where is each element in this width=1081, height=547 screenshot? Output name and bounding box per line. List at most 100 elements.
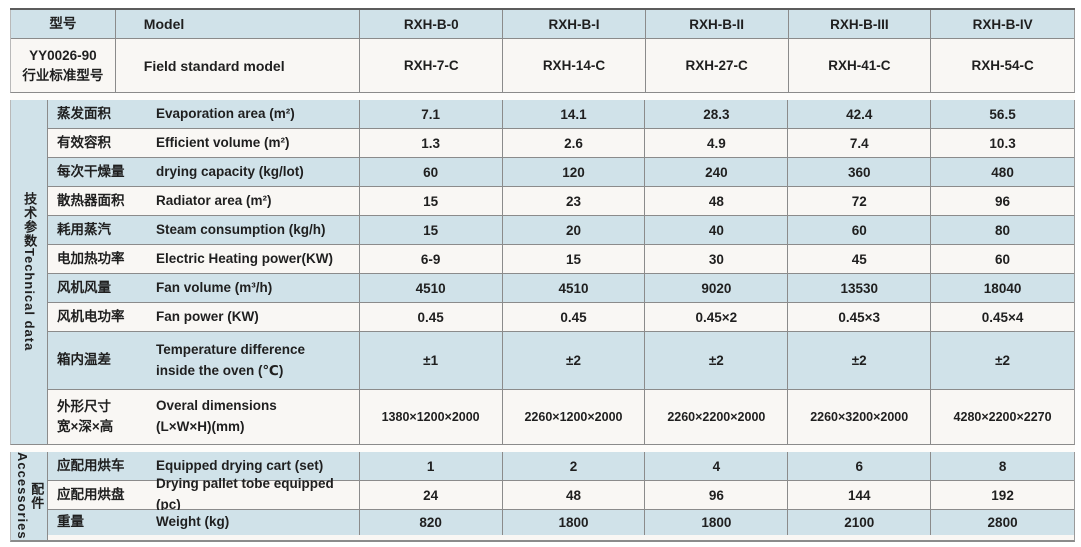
row-label-zh: 外形尺寸 宽×深×高 — [57, 398, 114, 434]
table-row: 应配用烘盘 Drying pallet tobe equipped (pc) 2… — [48, 476, 1074, 512]
row-label-en: Equipped drying cart (set) — [156, 457, 324, 473]
technical-data-rows: 蒸发面积 Evaporation area (m²) 7.1 14.1 28.3 42… — [48, 100, 1074, 444]
block-separator — [10, 445, 1075, 452]
row-label: 蒸发面积 Evaporation area (m²) — [48, 100, 360, 128]
cell-value: 144 — [788, 481, 932, 509]
cell-value: 1 — [360, 452, 503, 480]
cell-value: 48 — [503, 481, 646, 509]
cell-value: ±2 — [995, 353, 1011, 368]
cell-value: 28.3 — [645, 100, 789, 128]
cell-value: 4 — [645, 452, 789, 480]
accessories-section-label: 配件 Accessories — [11, 452, 48, 540]
cell-value: 60 — [360, 158, 503, 186]
cell-value: 20 — [503, 216, 646, 244]
cell-value: 40 — [645, 216, 789, 244]
table-header-block: 型号 Model RXH-B-0 RXH-B-I RXH-B-II RXH-B-… — [10, 10, 1075, 93]
row-label-zh: 散热器面积 — [57, 192, 125, 208]
cell-value: 2260×3200×2000 — [788, 390, 932, 444]
row-label: 箱内温差 Temperature difference inside the o… — [48, 332, 360, 389]
standard-model-name: RXH-7-C — [360, 39, 504, 92]
cell-value: 0.45×2 — [645, 303, 789, 331]
table-row: 耗用蒸汽 Steam consumption (kg/h) 15 20 40 60 80 — [48, 216, 1074, 245]
row-label: 有效容积 Efficient volume (m²) — [48, 129, 360, 157]
row-label-zh: 耗用蒸汽 — [57, 221, 111, 237]
table-row: 重量 Weight (kg) 820 1800 1800 2100 2800 — [48, 510, 1074, 535]
cell-value: ±1 — [360, 332, 503, 389]
table-row: 电加热功率 Electric Heating power(KW) 6-9 15 30… — [48, 245, 1074, 274]
cell-value: 480 — [991, 164, 1014, 180]
cell-value: 9020 — [645, 274, 789, 302]
table-row: 散热器面积 Radiator area (m²) 15 23 48 72 96 — [48, 187, 1074, 216]
cell-value: 60 — [788, 216, 932, 244]
cell-value: 18040 — [983, 280, 1022, 296]
block-separator — [10, 93, 1075, 100]
section-label-en: Technical data — [22, 248, 38, 352]
cell-value: 4510 — [360, 274, 503, 302]
cell-value: 2800 — [987, 515, 1018, 530]
cell-value: 240 — [645, 158, 789, 186]
cell-value: 15 — [360, 187, 503, 215]
cell-value: 4.9 — [645, 129, 789, 157]
model-name: RXH-B-I — [503, 10, 646, 38]
model-name: RXH-B-IV — [972, 16, 1033, 32]
row-label-en: Radiator area (m²) — [156, 192, 272, 208]
cell-value: 96 — [645, 481, 789, 509]
cell-value: 15 — [360, 216, 503, 244]
model-label-en: Model — [116, 10, 361, 38]
row-label-en: Evaporation area (m²) — [156, 105, 295, 121]
row-label: 散热器面积 Radiator area (m²) — [48, 187, 360, 215]
row-label-en: Fan volume (m³/h) — [156, 279, 273, 295]
row-label: 应配用烘车 Equipped drying cart (set) — [48, 452, 360, 480]
row-label-zh: 有效容积 — [57, 134, 111, 150]
cell-value: 1800 — [503, 510, 646, 535]
cell-value: 6 — [788, 452, 932, 480]
row-label-zh: 应配用烘盘 — [57, 486, 125, 502]
row-label: 重量 Weight (kg) — [48, 510, 360, 535]
technical-data-section-label: 技术参数Technical data — [11, 100, 48, 444]
model-name: RXH-B-II — [646, 10, 789, 38]
cell-value: 10.3 — [989, 135, 1016, 151]
row-label: 风机风量 Fan volume (m³/h) — [48, 274, 360, 302]
standard-label-zh: YY0026-90 行业标准型号 — [11, 39, 116, 92]
cell-value: 0.45 — [360, 303, 503, 331]
row-label-en: Fan power (KW) — [156, 308, 259, 324]
standard-model-name: RXH-41-C — [789, 39, 932, 92]
standard-model-name: RXH-14-C — [503, 39, 646, 92]
row-label: 风机电功率 Fan power (KW) — [48, 303, 360, 331]
cell-value: 2260×1200×2000 — [503, 390, 646, 444]
row-label-en: drying capacity (kg/lot) — [156, 163, 304, 179]
cell-value: 360 — [788, 158, 932, 186]
standard-model-name: RXH-54-C — [971, 58, 1034, 73]
row-label-zh: 电加热功率 — [57, 250, 125, 266]
cell-value: 192 — [991, 487, 1014, 503]
row-label-zh: 每次干燥量 — [57, 163, 125, 179]
model-header-row: 型号 Model RXH-B-0 RXH-B-I RXH-B-II RXH-B-… — [11, 10, 1074, 39]
cell-value: 1380×1200×2000 — [360, 390, 503, 444]
model-name: RXH-B-III — [789, 10, 932, 38]
standard-label-en: Field standard model — [116, 39, 361, 92]
cell-value: 4280×2200×2270 — [953, 410, 1052, 424]
row-label: 每次干燥量 drying capacity (kg/lot) — [48, 158, 360, 186]
accessories-block: 配件 Accessories 应配用烘车 Equipped drying cart… — [10, 452, 1075, 542]
cell-value: 30 — [645, 245, 789, 273]
row-label-en: Weight (kg) — [156, 514, 230, 530]
cell-value: 1800 — [645, 510, 789, 535]
model-label-zh: 型号 — [11, 10, 116, 38]
table-row: 有效容积 Efficient volume (m²) 1.3 2.6 4.9 7.4 1… — [48, 129, 1074, 158]
row-label-en: Drying pallet tobe equipped (pc) — [156, 476, 334, 512]
table-row: 箱内温差 Temperature difference inside the o… — [48, 332, 1074, 390]
cell-value: 14.1 — [503, 100, 646, 128]
cell-value: 2.6 — [503, 129, 646, 157]
cell-value: 24 — [360, 481, 503, 509]
cell-value: 4510 — [503, 274, 646, 302]
section-label-zh: 配件 — [29, 481, 45, 510]
cell-value: 60 — [995, 251, 1011, 267]
cell-value: 7.4 — [788, 129, 932, 157]
row-label-en: Electric Heating power(KW) — [156, 250, 334, 266]
cell-value: 15 — [503, 245, 646, 273]
row-label-en: Overal dimensions (L×W×H)(mm) — [156, 398, 277, 434]
table-row: 外形尺寸 宽×深×高 Overal dimensions (L×W×H)(mm)… — [48, 390, 1074, 444]
cell-value: 23 — [503, 187, 646, 215]
cell-value: 13530 — [788, 274, 932, 302]
